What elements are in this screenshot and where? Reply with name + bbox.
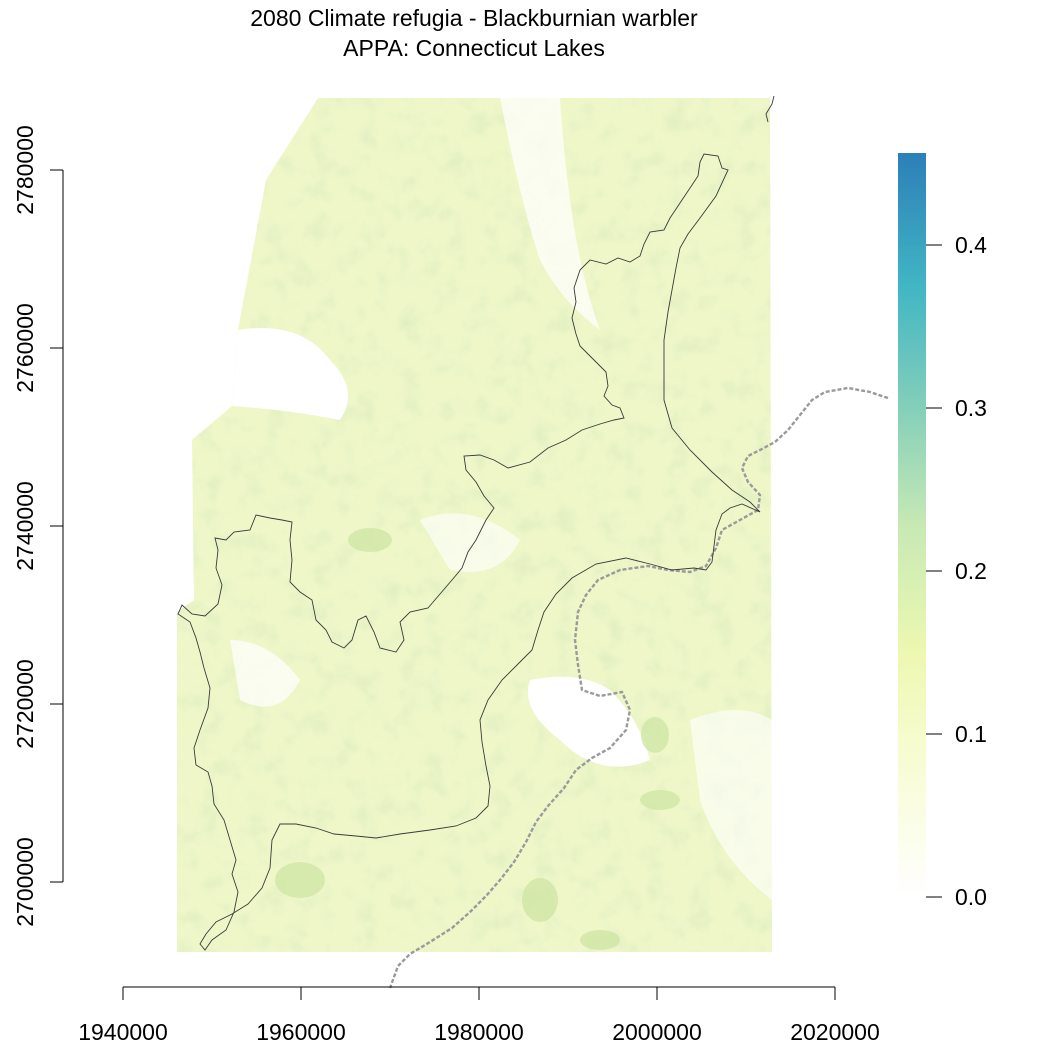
x-tick-label: 1940000 bbox=[78, 1019, 168, 1045]
y-tick-label: 2780000 bbox=[12, 125, 38, 215]
state-boundary bbox=[388, 386, 889, 989]
x-tick-label: 1960000 bbox=[256, 1019, 346, 1045]
legend-tick-label: 0.1 bbox=[955, 721, 987, 747]
legend-tick-label: 0.2 bbox=[955, 558, 987, 584]
y-tick-label: 2760000 bbox=[12, 303, 38, 393]
x-tick-label: 1980000 bbox=[434, 1019, 524, 1045]
raster-low-value-areas bbox=[230, 98, 772, 900]
x-tick-label: 2020000 bbox=[790, 1019, 880, 1045]
x-tick-label: 2000000 bbox=[612, 1019, 702, 1045]
y-tick-label: 2720000 bbox=[12, 659, 38, 749]
map-title: 2080 Climate refugia - Blackburnian warb… bbox=[250, 5, 698, 31]
appa-boundary bbox=[177, 95, 775, 951]
legend-colorbar bbox=[898, 153, 926, 898]
color-legend: 0.0 0.1 0.2 0.3 0.4 bbox=[898, 153, 987, 910]
y-tick-label: 2740000 bbox=[12, 481, 38, 571]
x-axis bbox=[122, 986, 836, 1000]
y-axis bbox=[50, 169, 64, 883]
y-tick-label: 2700000 bbox=[12, 837, 38, 927]
refugia-raster bbox=[177, 98, 772, 952]
legend-tick-label: 0.3 bbox=[955, 395, 987, 421]
map-subtitle: APPA: Connecticut Lakes bbox=[343, 35, 605, 61]
legend-tick-label: 0.0 bbox=[955, 884, 987, 910]
legend-tick-label: 0.4 bbox=[955, 232, 987, 258]
raster-higher-value-patches bbox=[275, 528, 680, 950]
